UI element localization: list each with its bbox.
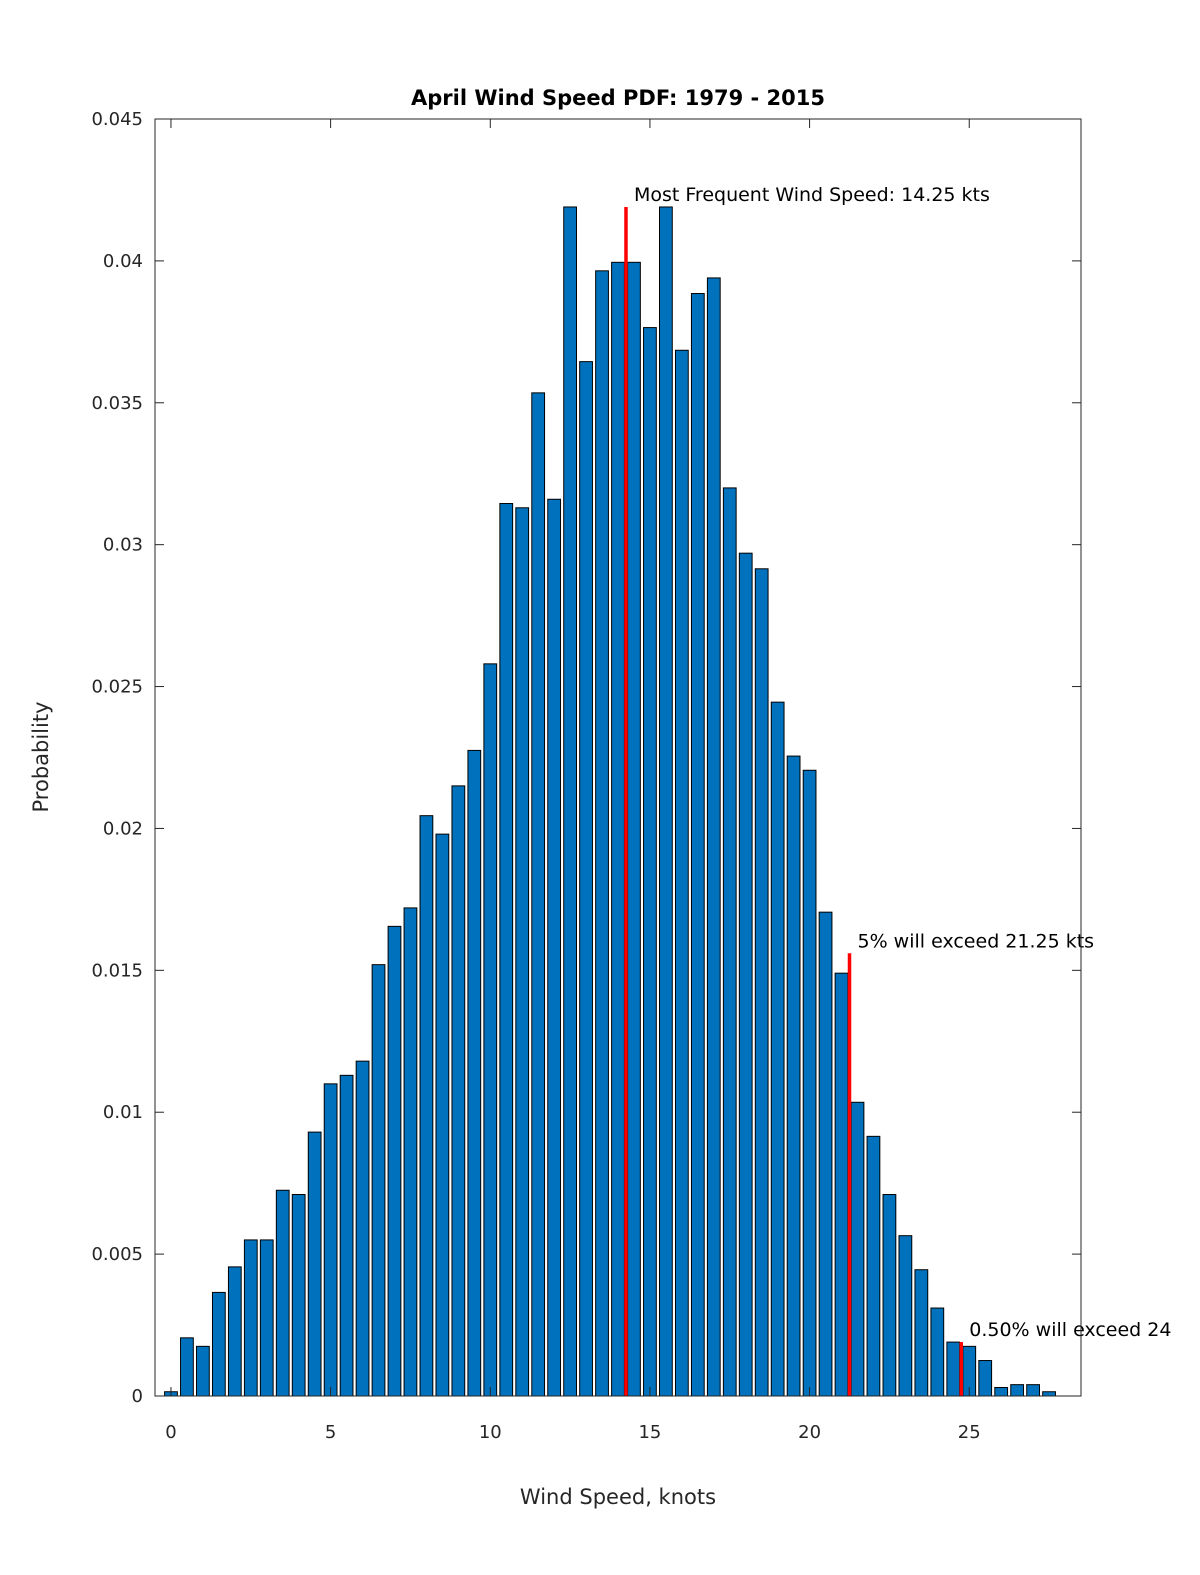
annotations: Most Frequent Wind Speed: 14.25 kts 5% wi… xyxy=(624,184,1171,1396)
bar xyxy=(180,1337,194,1397)
y-tick-label: 0.03 xyxy=(103,535,143,556)
bar xyxy=(659,206,673,1397)
bar xyxy=(914,1269,929,1397)
y-axis-label: Probability xyxy=(29,701,53,812)
bar xyxy=(611,261,625,1397)
bar xyxy=(196,1345,210,1397)
bar xyxy=(994,1386,1009,1397)
bar xyxy=(579,361,593,1397)
bar xyxy=(834,972,849,1397)
plot-frame xyxy=(154,118,1082,1397)
bar xyxy=(786,755,801,1397)
bar xyxy=(1026,1384,1040,1397)
bar xyxy=(515,507,530,1397)
bar xyxy=(371,964,386,1397)
bar xyxy=(243,1239,258,1397)
bar xyxy=(547,498,562,1397)
bar xyxy=(882,1194,897,1397)
chart-title: April Wind Speed PDF: 1979 - 2015 xyxy=(411,86,825,110)
bar xyxy=(483,663,498,1397)
y-axis-ticks: 0 0.005 0.01 0.015 0.02 0.025 0.03 0.035 0.04 0.0… xyxy=(91,109,1081,1407)
bar xyxy=(323,1083,338,1397)
x-axis-label: Wind Speed, knots xyxy=(520,1485,716,1509)
x-tick-label: 10 xyxy=(479,1422,502,1443)
bar xyxy=(531,392,546,1397)
x-axis-ticks: 0 5 10 15 20 25 xyxy=(165,119,981,1443)
bar xyxy=(291,1194,306,1397)
bar xyxy=(467,749,482,1397)
x-tick-label: 15 xyxy=(638,1422,661,1443)
bar xyxy=(770,701,785,1397)
bar xyxy=(802,769,817,1397)
bar xyxy=(211,1291,226,1397)
bar-series xyxy=(164,206,1056,1397)
annotation-text: 5% will exceed 21.25 kts xyxy=(858,930,1095,952)
bar xyxy=(387,925,402,1397)
bar xyxy=(754,568,769,1397)
bar xyxy=(850,1101,865,1397)
x-tick-label: 25 xyxy=(958,1422,981,1443)
bar xyxy=(1010,1384,1025,1397)
bar xyxy=(930,1307,945,1397)
bar xyxy=(339,1074,354,1397)
y-tick-label: 0.04 xyxy=(103,251,143,272)
bar xyxy=(307,1131,322,1397)
y-tick-label: 0.02 xyxy=(103,818,143,839)
y-tick-label: 0.025 xyxy=(91,677,143,698)
annotation-text: 0.50% will exceed 24 xyxy=(969,1319,1171,1341)
y-tick-label: 0.015 xyxy=(91,960,143,981)
bar xyxy=(227,1266,242,1397)
bar xyxy=(499,503,514,1397)
bar xyxy=(738,552,753,1397)
bar xyxy=(690,293,705,1397)
bar xyxy=(419,815,434,1397)
bar xyxy=(451,785,466,1397)
x-tick-label: 0 xyxy=(165,1422,176,1443)
bar xyxy=(595,270,609,1397)
bar xyxy=(978,1360,993,1397)
bar xyxy=(898,1235,913,1397)
axes xyxy=(154,118,1082,1397)
bar xyxy=(722,487,737,1397)
x-tick-label: 20 xyxy=(798,1422,821,1443)
bar xyxy=(355,1060,370,1397)
bar xyxy=(1042,1391,1056,1397)
bar xyxy=(259,1239,274,1397)
bar xyxy=(818,911,833,1397)
bar xyxy=(706,277,721,1397)
bar xyxy=(866,1135,881,1397)
y-tick-label: 0.005 xyxy=(91,1244,143,1265)
bar xyxy=(643,327,657,1397)
x-tick-label: 5 xyxy=(325,1422,336,1443)
y-tick-label: 0.01 xyxy=(103,1102,143,1123)
annotation-text: Most Frequent Wind Speed: 14.25 kts xyxy=(634,184,990,206)
bar xyxy=(563,206,577,1397)
bar xyxy=(627,261,641,1397)
y-tick-label: 0 xyxy=(132,1386,143,1407)
bar xyxy=(435,833,450,1397)
bar xyxy=(403,907,418,1397)
bar xyxy=(674,349,689,1397)
y-tick-label: 0.035 xyxy=(91,393,143,414)
bar xyxy=(275,1189,290,1397)
y-tick-label: 0.045 xyxy=(91,109,143,130)
bar xyxy=(946,1341,961,1397)
